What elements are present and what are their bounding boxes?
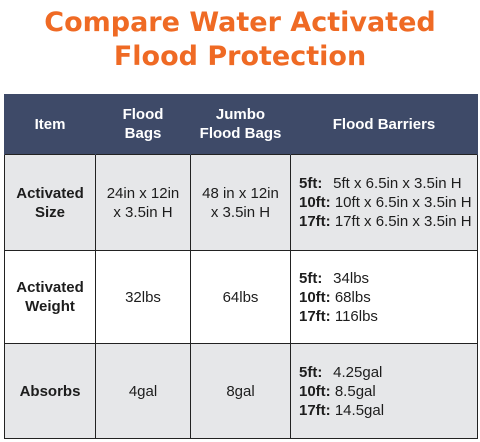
barrier-line: 10ft: 68lbs (299, 288, 371, 306)
barrier-line: 5ft: 34lbs (299, 269, 370, 287)
cell-jumbo-flood-bags: 8gal (190, 343, 291, 439)
title-line-1: Compare Water Activated (44, 7, 436, 38)
cell-flood-barriers: 5ft: 34lbs 10ft: 68lbs 17ft: 116lbs (290, 250, 478, 344)
barrier-line: 10ft: 10ft x 6.5in x 3.5in H (299, 194, 472, 211)
barrier-line: 10ft: 8.5gal (299, 382, 376, 400)
barrier-line: 5ft: 5ft x 6.5in x 3.5in H (299, 175, 462, 192)
barrier-line: 17ft: 116lbs (299, 307, 378, 325)
page-title: Compare Water Activated Flood Protection (0, 6, 480, 74)
barrier-line: 17ft: 17ft x 6.5in x 3.5in H (299, 213, 472, 230)
cell-flood-barriers: 5ft: 4.25gal 10ft: 8.5gal 17ft: 14.5gal (290, 343, 478, 439)
header-item: Item (4, 94, 96, 155)
cell-jumbo-flood-bags: 48 in x 12in x 3.5in H (190, 154, 291, 251)
row-label: Activated Weight (4, 250, 96, 344)
table-row-activated-weight: Activated Weight 32lbs 64lbs 5ft: 34lbs … (4, 250, 478, 344)
row-label: Activated Size (4, 154, 96, 251)
cell-flood-barriers: 5ft: 5ft x 6.5in x 3.5in H 10ft: 10ft x … (290, 154, 478, 251)
table-header-row: Item Flood Bags Jumbo Flood Bags Flood B… (4, 94, 478, 155)
barrier-line: 17ft: 14.5gal (299, 401, 385, 419)
table-row-activated-size: Activated Size 24in x 12in x 3.5in H 48 … (4, 154, 478, 251)
cell-flood-bags: 24in x 12in x 3.5in H (95, 154, 191, 251)
cell-flood-bags: 4gal (95, 343, 191, 439)
comparison-table: Item Flood Bags Jumbo Flood Bags Flood B… (4, 94, 478, 439)
header-flood-bags: Flood Bags (95, 94, 191, 155)
cell-flood-bags: 32lbs (95, 250, 191, 344)
barrier-line: 5ft: 4.25gal (299, 363, 383, 381)
table-row-absorbs: Absorbs 4gal 8gal 5ft: 4.25gal 10ft: 8.5… (4, 343, 478, 439)
header-jumbo-flood-bags: Jumbo Flood Bags (190, 94, 291, 155)
title-line-2: Flood Protection (113, 41, 367, 72)
header-flood-barriers: Flood Barriers (290, 94, 478, 155)
row-label: Absorbs (4, 343, 96, 439)
cell-jumbo-flood-bags: 64lbs (190, 250, 291, 344)
